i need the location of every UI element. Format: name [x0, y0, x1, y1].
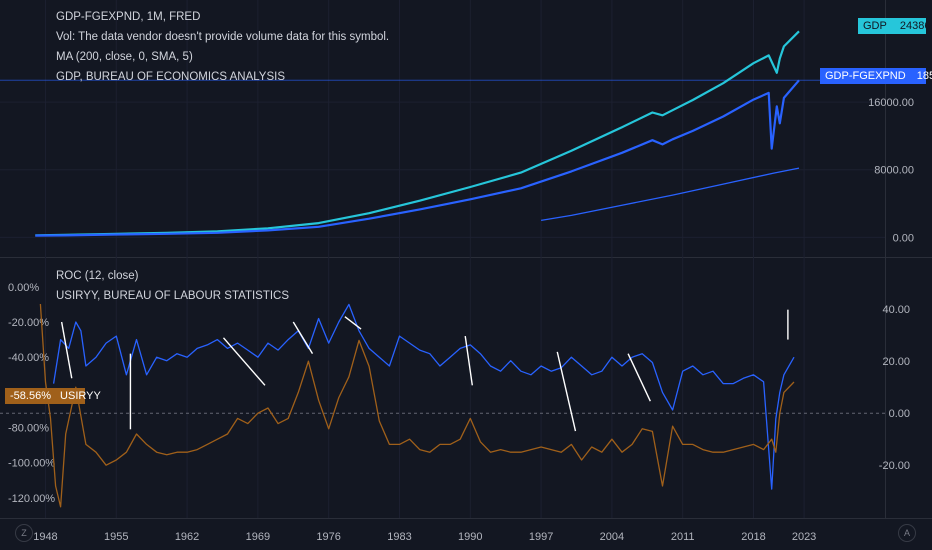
top-series-line: [540, 167, 800, 222]
right-y-tick-label: 20.00: [882, 356, 910, 368]
bottom-series-line: [52, 303, 795, 490]
x-tick-label: 1983: [387, 531, 411, 543]
right-y-tick-label: -20.00: [879, 460, 910, 472]
usiryy-price-tag: -58.56% USIRYY: [5, 388, 101, 404]
right-y-tick-label: 0.00: [889, 408, 910, 420]
fgexpnd-tag-name: GDP-FGEXPND: [825, 70, 906, 82]
usiryy-legend[interactable]: USIRYY, BUREAU OF LABOUR STATISTICS: [56, 290, 290, 302]
x-tick-label: 1955: [104, 531, 128, 543]
x-tick-label: 2023: [792, 531, 816, 543]
x-tick-label: 2011: [671, 531, 695, 543]
usiryy-tag-value: -58.56%: [10, 390, 51, 402]
top-y-tick-label: 8000.00: [874, 165, 914, 177]
top-y-tick-label: 16000.00: [868, 97, 914, 109]
left-y-tick-label: 0.00%: [8, 282, 39, 294]
gdp-legend[interactable]: GDP, BUREAU OF ECONOMICS ANALYSIS: [56, 71, 285, 83]
x-tick-label: 1997: [529, 531, 553, 543]
left-y-tick-label: -20.00%: [8, 317, 49, 329]
x-tick-label: 1976: [316, 531, 340, 543]
x-tick-label: 1969: [246, 531, 270, 543]
right-y-tick-label: 40.00: [882, 304, 910, 316]
fgexpnd-tag-value: 18590.68: [916, 70, 932, 82]
x-tick-label: 2018: [741, 531, 765, 543]
left-y-tick-label: -40.00%: [8, 352, 49, 364]
x-tick-label: 1990: [458, 531, 482, 543]
gdp-tag-name: GDP: [863, 20, 887, 32]
gdp-tag-value: 24386.73: [899, 20, 932, 32]
ma-legend[interactable]: MA (200, close, 0, SMA, 5): [56, 51, 193, 63]
usiryy-tag-name: USIRYY: [60, 390, 101, 402]
x-tick-label: 1962: [175, 531, 199, 543]
left-y-tick-label: -80.00%: [8, 423, 49, 435]
trend-line-annotation: [60, 321, 73, 379]
top-y-tick-label: 0.00: [893, 232, 914, 244]
top-series-line: [35, 79, 800, 237]
roc-legend[interactable]: ROC (12, close): [56, 270, 139, 282]
bottom-series-line: [39, 303, 795, 508]
trend-line-annotation: [222, 337, 266, 386]
auto-scale-icon[interactable]: A: [898, 524, 916, 542]
gdp-price-tag: GDP 24386.73: [858, 18, 932, 34]
trend-line-annotation: [627, 353, 651, 402]
volume-note: Vol: The data vendor doesn't provide vol…: [56, 31, 390, 43]
left-y-tick-label: -100.00%: [8, 458, 55, 470]
symbol-title[interactable]: GDP-FGEXPND, 1M, FRED: [56, 11, 201, 23]
left-y-tick-label: -120.00%: [8, 493, 55, 505]
trend-line-annotation: [556, 351, 577, 432]
top-series-line: [35, 30, 800, 237]
x-tick-label: 2004: [600, 531, 624, 543]
fgexpnd-price-tag: GDP-FGEXPND 18590.68: [820, 68, 932, 84]
timezone-icon[interactable]: Z: [15, 524, 33, 542]
trend-line-annotation: [464, 335, 474, 386]
trend-line-annotation: [344, 316, 362, 330]
trend-line-annotation: [292, 321, 314, 355]
x-tick-label: 1948: [33, 531, 57, 543]
